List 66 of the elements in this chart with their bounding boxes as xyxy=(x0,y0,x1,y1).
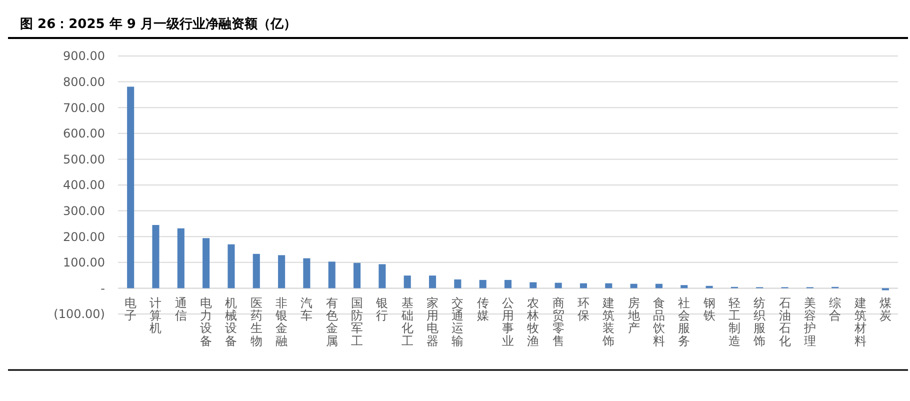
bar xyxy=(354,262,361,288)
bar xyxy=(127,86,134,288)
bar xyxy=(580,283,588,288)
x-tick-label: 环保 xyxy=(577,296,590,323)
x-tick-label: 商贸零售 xyxy=(552,296,564,348)
bar xyxy=(378,264,386,288)
y-tick-label: 800.00 xyxy=(63,75,105,89)
bar xyxy=(530,282,537,288)
bar xyxy=(655,284,662,288)
x-tick-label: 有色金属 xyxy=(326,296,338,348)
x-tick-label: 公用事业 xyxy=(502,296,514,348)
bar xyxy=(328,262,336,288)
x-tick-label: 基础化工 xyxy=(400,296,414,348)
x-tick-label: 建筑材料 xyxy=(853,296,866,348)
x-tick-label: 农林牧渔 xyxy=(526,296,540,348)
x-tick-label: 传媒 xyxy=(476,296,489,323)
x-tick-label: 石油石化 xyxy=(778,296,791,348)
y-tick-label: (100.00) xyxy=(54,307,105,322)
x-tick-label: 家用电器 xyxy=(426,296,439,348)
bar xyxy=(428,276,436,288)
x-tick-label: 房地产 xyxy=(626,296,640,336)
x-tick-label: 交通运输 xyxy=(452,296,464,348)
x-tick-label: 煤炭 xyxy=(879,296,892,323)
bar xyxy=(554,282,562,288)
x-tick-label: 建筑装饰 xyxy=(602,296,615,348)
y-tick-label: 700.00 xyxy=(63,100,105,115)
x-tick-label: 国防军工 xyxy=(351,296,364,348)
x-tick-label: 轻工制造 xyxy=(728,296,740,348)
bar xyxy=(504,280,512,288)
x-tick-label: 电子 xyxy=(124,296,137,323)
y-tick-label: 900.00 xyxy=(63,49,105,64)
y-tick-label: 500.00 xyxy=(63,152,105,166)
y-tick-label: 400.00 xyxy=(63,178,105,192)
x-tick-label: 美容护理 xyxy=(802,296,816,348)
bar xyxy=(228,244,235,288)
bar xyxy=(177,228,184,288)
x-tick-label: 电力设备 xyxy=(200,296,212,348)
y-tick-label: 200.00 xyxy=(63,230,105,244)
x-tick-label: 计算机 xyxy=(150,296,162,336)
x-tick-label: 食品饮料 xyxy=(652,296,665,348)
x-tick-label: 非银金融 xyxy=(274,296,288,348)
y-tick-label: 600.00 xyxy=(63,126,105,141)
x-tick-label: 医药生物 xyxy=(250,296,262,348)
bar xyxy=(303,258,310,288)
x-tick-label: 通信 xyxy=(174,296,187,323)
bar xyxy=(278,255,286,288)
x-tick-label: 机械设备 xyxy=(225,296,238,348)
x-tick-label: 综合 xyxy=(829,296,842,323)
bar xyxy=(404,276,411,288)
bar xyxy=(605,283,612,288)
bar xyxy=(252,254,260,288)
bar xyxy=(680,285,688,288)
x-tick-label: 银行 xyxy=(375,296,388,323)
y-tick-label: 300.00 xyxy=(63,204,105,218)
x-tick-label: 社会服务 xyxy=(678,296,690,348)
x-tick-label: 钢铁 xyxy=(702,296,716,323)
bar xyxy=(454,279,462,288)
y-tick-label: 100.00 xyxy=(63,256,105,270)
bar xyxy=(479,280,486,288)
x-tick-label: 纺织服饰 xyxy=(752,296,766,348)
y-tick-label: - xyxy=(100,281,105,296)
x-tick-label: 汽车 xyxy=(300,296,313,323)
chart-title: 图 26：2025 年 9 月一级行业净融资额（亿） xyxy=(20,16,296,32)
bar xyxy=(630,284,638,288)
bar xyxy=(202,238,210,288)
bar xyxy=(152,224,160,288)
